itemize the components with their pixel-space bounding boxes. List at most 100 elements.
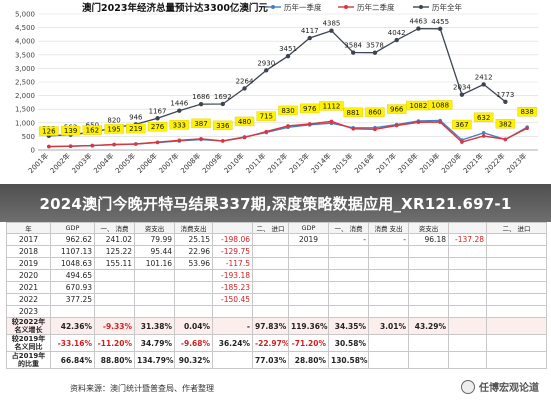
x-tick-label: 2023年 xyxy=(505,151,529,175)
table-header-cell: 年 xyxy=(6,222,51,234)
table-pct-cell: 34.35% xyxy=(328,317,369,335)
series-point-1 xyxy=(47,144,51,149)
data-label-quarter: 1112 xyxy=(323,102,341,110)
table-cell xyxy=(408,293,449,306)
data-label-quarter: 276 xyxy=(151,123,165,131)
table-cell: 125.22 xyxy=(94,245,135,258)
article-title-banner[interactable]: 2024澳门今晚开特马结果337期,深度策略数据应用_XR121.697-1 xyxy=(0,184,551,222)
data-label-quarter: 830 xyxy=(281,107,294,115)
data-label-box xyxy=(452,119,472,130)
table-cell xyxy=(448,305,487,318)
table-cell xyxy=(368,305,409,318)
chart-title: 澳门2023年经济总量预计达3300亿澳门元 xyxy=(82,2,268,14)
table-pct-cell: 119.36% xyxy=(288,317,329,335)
table-pct-cell xyxy=(408,334,449,352)
data-label-quarter: 632 xyxy=(477,114,490,122)
table-cell xyxy=(50,305,95,318)
data-label-annual: 3578 xyxy=(366,42,384,50)
series-point-1 xyxy=(525,126,529,131)
table-cell xyxy=(252,293,289,306)
data-label-quarter: 860 xyxy=(368,109,381,117)
data-label-box xyxy=(60,126,81,136)
table-pct-cell xyxy=(448,351,487,369)
table-cell: -150.45 xyxy=(212,293,253,306)
y-tick-label: 3,000 xyxy=(15,65,35,73)
table-pct-cell: -22.97% xyxy=(252,334,289,352)
table-pct-cell: -9.33% xyxy=(94,317,135,335)
series-point-2 xyxy=(351,50,356,55)
table-cell: 101.16 xyxy=(134,257,175,270)
table-cell xyxy=(368,269,409,282)
table-row: 2018 1107.13 125.22 95.44 22.96 -129.75 xyxy=(6,245,547,258)
table-pct-cell: -33.16% xyxy=(50,334,95,352)
x-tick-label: 2007年 xyxy=(157,151,181,175)
table-pct-cell: -9.68% xyxy=(174,334,213,352)
table-cell: -129.75 xyxy=(212,245,253,258)
table-pct-cell: 30.58% xyxy=(328,334,369,352)
table-pct-cell: 134.79% xyxy=(134,351,175,369)
data-label-box xyxy=(39,126,59,136)
data-label-quarter: 162 xyxy=(86,127,99,135)
table-pct-cell: 0.04% xyxy=(174,317,213,335)
x-tick-label: 2018年 xyxy=(396,151,420,175)
table-cell: -193.18 xyxy=(212,269,253,282)
x-tick-label: 2013年 xyxy=(287,151,311,175)
table-cell: 79.99 xyxy=(134,233,175,246)
table-cell xyxy=(328,257,369,270)
data-label-annual: 1692 xyxy=(214,93,232,101)
data-label-annual: 2412 xyxy=(475,73,493,81)
series-point-2 xyxy=(307,35,312,41)
data-label-box xyxy=(234,116,255,127)
table-cell xyxy=(288,245,329,258)
data-label-annual: 1773 xyxy=(496,91,514,99)
data-label-annual: 650 xyxy=(86,121,99,129)
series-point-1 xyxy=(264,129,269,134)
series-point-0 xyxy=(481,131,486,135)
series-point-2 xyxy=(416,26,421,31)
data-label-annual: 1686 xyxy=(192,93,210,101)
data-label-annual: 3451 xyxy=(279,45,297,53)
data-label-box xyxy=(191,118,211,129)
table-pct-cell: 36.24% xyxy=(212,334,253,352)
table-pct-cell: 占2019年 的比重 xyxy=(6,351,51,369)
table-cell xyxy=(174,269,213,282)
table-pct-cell xyxy=(408,351,449,369)
table-cell: 2017 xyxy=(6,233,51,246)
table-pct-cell: 34.79% xyxy=(134,334,175,352)
data-label-box xyxy=(386,104,407,114)
series-point-1 xyxy=(416,120,421,125)
series-point-2 xyxy=(285,53,291,59)
table-cell xyxy=(486,245,547,258)
data-label-annual: 2034 xyxy=(453,84,471,92)
table-cell: -185.23 xyxy=(212,281,253,294)
series-point-1 xyxy=(220,139,225,143)
table-cell xyxy=(486,233,547,246)
legend-label-0: 历年一季度 xyxy=(284,2,322,12)
series-point-1 xyxy=(373,127,377,132)
table-cell: 2020 xyxy=(6,269,51,282)
data-label-annual: 3584 xyxy=(344,42,362,50)
table-cell: 25.15 xyxy=(174,233,213,246)
table-header-cell xyxy=(212,222,253,234)
table-cell: 1107.13 xyxy=(50,245,95,258)
data-label-quarter: 219 xyxy=(129,125,142,133)
x-tick-label: 2011年 xyxy=(244,151,268,175)
data-label-box xyxy=(427,100,453,110)
data-label-box xyxy=(126,123,146,134)
gdp-data-table: 年 GDP 一、 消费 资支出 消费支出 二、 进口 GDP 一、 消费 消费 支出 资支出 二、 … xyxy=(6,222,547,374)
table-row: 2017 962.62 241.02 79.99 25.15 -198.06 2019- -9… xyxy=(6,233,547,246)
data-label-annual: 820 xyxy=(107,117,120,125)
series-point-2 xyxy=(177,108,182,113)
table-cell xyxy=(94,305,135,318)
legend-marker-0 xyxy=(271,5,275,9)
data-label-annual: 4463 xyxy=(410,18,428,26)
series-point-2 xyxy=(503,99,508,104)
table-cell: -137.28 xyxy=(448,233,487,246)
series-point-1 xyxy=(242,135,247,140)
table-pct-cell: 77.03% xyxy=(252,351,289,369)
table-cell xyxy=(134,269,175,282)
x-tick-label: 2015年 xyxy=(331,151,355,175)
series-point-2 xyxy=(459,92,465,97)
data-label-quarter: 195 xyxy=(107,125,120,133)
table-pct-row: 较2019年 名义同比 -33.16% -11.20% 34.79% -9.68% 36.… xyxy=(6,334,547,352)
